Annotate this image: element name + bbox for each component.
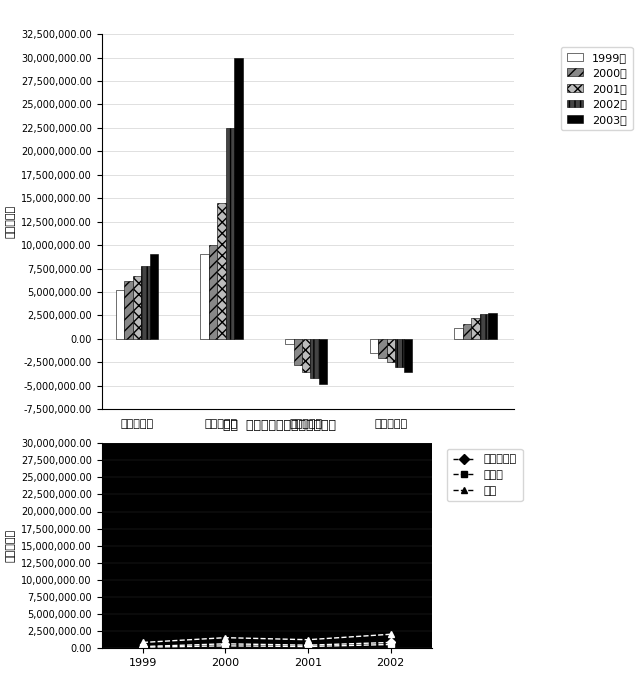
Line: 寿险: 寿险 <box>140 632 393 645</box>
Bar <box>455 327 463 339</box>
寿险 <box>387 630 394 638</box>
健康险 <box>304 642 312 651</box>
Bar <box>226 128 234 339</box>
Line: 人身意外险: 人身意外险 <box>140 640 393 649</box>
Bar <box>387 339 395 362</box>
Bar <box>319 339 328 384</box>
Legend: 人身意外险, 健康险, 寿险: 人身意外险, 健康险, 寿险 <box>447 449 523 501</box>
Bar <box>463 324 471 339</box>
Bar <box>293 339 302 365</box>
Bar <box>124 281 133 339</box>
Y-axis label: 单位（元）: 单位（元） <box>6 205 15 238</box>
人身意外险 <box>304 641 312 649</box>
Line: 健康险: 健康险 <box>140 642 393 650</box>
Bar <box>133 276 141 339</box>
Bar <box>116 290 124 339</box>
Bar <box>234 57 243 339</box>
健康险 <box>387 640 394 649</box>
Bar <box>404 339 412 372</box>
人身意外险 <box>222 640 229 648</box>
Bar <box>370 339 378 353</box>
Bar <box>471 318 480 339</box>
Bar <box>378 339 387 357</box>
Bar <box>150 254 158 339</box>
Bar <box>311 339 319 379</box>
人身意外险 <box>387 638 394 647</box>
Bar <box>217 203 226 339</box>
Y-axis label: 单位（元）: 单位（元） <box>6 529 15 562</box>
Bar <box>302 339 311 372</box>
寿险 <box>222 634 229 642</box>
寿险 <box>304 636 312 644</box>
Bar <box>285 339 293 344</box>
Bar <box>201 254 209 339</box>
寿险 <box>139 638 147 647</box>
健康险 <box>222 642 229 650</box>
Legend: 1999年, 2000年, 2001年, 2002年, 2003年: 1999年, 2000年, 2001年, 2002年, 2003年 <box>561 47 632 130</box>
Bar <box>488 312 497 339</box>
Text: 图二  某保险公司经营状况统计图: 图二 某保险公司经营状况统计图 <box>223 419 336 432</box>
人身意外险 <box>139 642 147 651</box>
Bar <box>480 314 488 339</box>
Bar <box>395 339 404 367</box>
Bar <box>141 266 150 339</box>
Bar <box>209 245 217 339</box>
健康险 <box>139 643 147 651</box>
